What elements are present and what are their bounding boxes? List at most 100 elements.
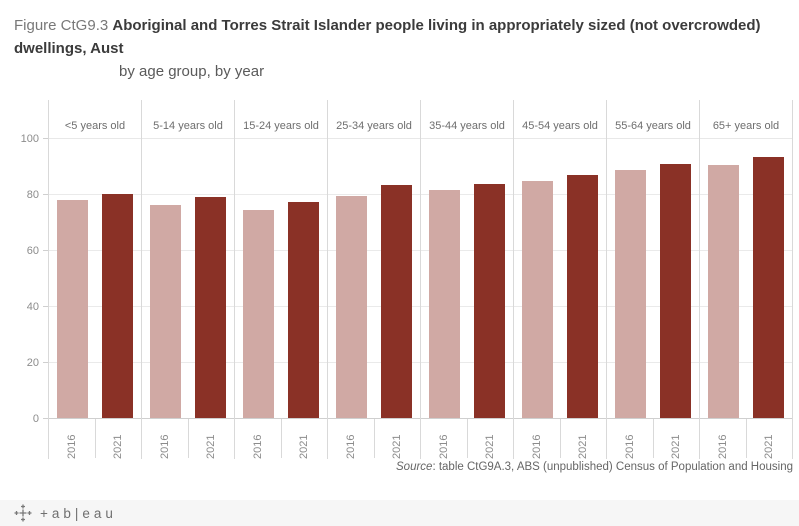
year-label: 2016 [717,434,729,459]
year-label-cell: 2016 [236,419,281,459]
year-label: 2016 [345,434,357,459]
age-panel: <5 years old 2016 2021 [48,100,141,459]
year-labels-row: 2016 2021 [421,419,513,459]
mid-tick [745,419,747,458]
age-panel: 55-64 years old 2016 2021 [606,100,699,459]
ytick-mark [43,362,48,363]
year-label-cell: 2016 [50,419,95,459]
pane [700,138,792,419]
age-panel: 65+ years old 2016 2021 [699,100,793,459]
year-label: 2016 [624,434,636,459]
bar-2016[interactable] [336,195,367,418]
chart-subtitle: by age group, by year [119,63,265,80]
year-label-cell: 2016 [422,419,467,459]
tableau-logo-link[interactable]: +ab|eau [13,503,117,523]
mid-tick [94,419,96,458]
bar-2021[interactable] [753,157,784,418]
mid-tick [466,419,468,458]
mid-tick [280,419,282,458]
year-label: 2021 [670,434,682,459]
ytick-label: 100 [20,133,39,145]
panel-header-label: 15-24 years old [243,120,319,132]
bar-2016[interactable] [243,209,274,418]
year-label-cell: 2016 [515,419,560,459]
panel-header-label: 55-64 years old [615,120,691,132]
year-label-cell: 2021 [561,419,606,459]
pane [514,138,606,419]
panel-header-label: 65+ years old [712,120,780,132]
mid-tick [187,419,189,458]
pane [328,138,420,419]
bar-2021[interactable] [381,185,412,418]
year-labels-row: 2016 2021 [142,419,234,459]
ytick-mark [43,418,48,419]
age-panel: 45-54 years old 2016 2021 [513,100,606,459]
bar-2021[interactable] [474,183,505,418]
year-label-cell: 2021 [189,419,234,459]
age-panel: 25-34 years old 2016 2021 [327,100,420,459]
bar-2016[interactable] [708,164,739,418]
panel-header-label: 45-54 years old [522,120,598,132]
ytick-mark [43,250,48,251]
ytick-mark [43,138,48,139]
tableau-sparkle-icon [14,504,32,522]
year-labels-row: 2016 2021 [49,419,141,459]
year-label: 2021 [391,434,403,459]
year-labels-row: 2016 2021 [235,419,327,459]
year-label-cell: 2021 [654,419,699,459]
title-prefix: Figure CtG9.3 [14,17,113,34]
ytick-mark [43,306,48,307]
year-labels-row: 2016 2021 [514,419,606,459]
year-label: 2021 [112,434,124,459]
year-label-cell: 2016 [329,419,374,459]
bar-2016[interactable] [57,199,88,418]
year-label-cell: 2021 [96,419,141,459]
bar-2021[interactable] [102,194,133,418]
year-label-cell: 2016 [701,419,746,459]
year-label: 2021 [577,434,589,459]
year-label: 2016 [159,434,171,459]
ytick-label: 20 [26,357,39,369]
bar-2021[interactable] [567,174,598,418]
year-labels-row: 2016 2021 [700,419,792,459]
year-label-cell: 2021 [747,419,792,459]
year-label: 2021 [763,434,775,459]
y-axis: 0 20 40 60 80 100 [0,100,48,459]
bar-2021[interactable] [288,202,319,418]
ytick-mark [43,194,48,195]
year-labels-row: 2016 2021 [328,419,420,459]
year-label: 2016 [252,434,264,459]
bar-2016[interactable] [429,190,460,418]
year-label-cell: 2016 [143,419,188,459]
age-panel: 5-14 years old 2016 2021 [141,100,234,459]
figure-title: Figure CtG9.3 Aboriginal and Torres Stra… [14,14,778,83]
year-label-cell: 2021 [468,419,513,459]
pane [142,138,234,419]
bar-2021[interactable] [660,164,691,418]
year-label-cell: 2016 [608,419,653,459]
pane [49,138,141,419]
mid-tick [652,419,654,458]
panel-header-label: 35-44 years old [429,120,505,132]
year-label: 2021 [205,434,217,459]
y-axis-scale: 0 20 40 60 80 100 [0,133,48,425]
source-text: : table CtG9A.3, ABS (unpublished) Censu… [432,461,793,473]
year-label-cell: 2021 [282,419,327,459]
bar-2016[interactable] [150,204,181,418]
bar-2016[interactable] [522,181,553,418]
tableau-wordmark: +ab|eau [40,505,117,521]
bar-2021[interactable] [195,197,226,418]
age-panel: 35-44 years old 2016 2021 [420,100,513,459]
year-label: 2021 [484,434,496,459]
year-label: 2016 [531,434,543,459]
year-label: 2016 [438,434,450,459]
pane [235,138,327,419]
source-note: Source: table CtG9A.3, ABS (unpublished)… [396,461,793,473]
year-label-cell: 2021 [375,419,420,459]
panels: <5 years old 2016 2021 5-14 years old 2016 20… [48,100,793,459]
panel-header-label: 25-34 years old [336,120,412,132]
source-label: Source [396,461,433,473]
year-labels-row: 2016 2021 [607,419,699,459]
bar-2016[interactable] [615,169,646,418]
